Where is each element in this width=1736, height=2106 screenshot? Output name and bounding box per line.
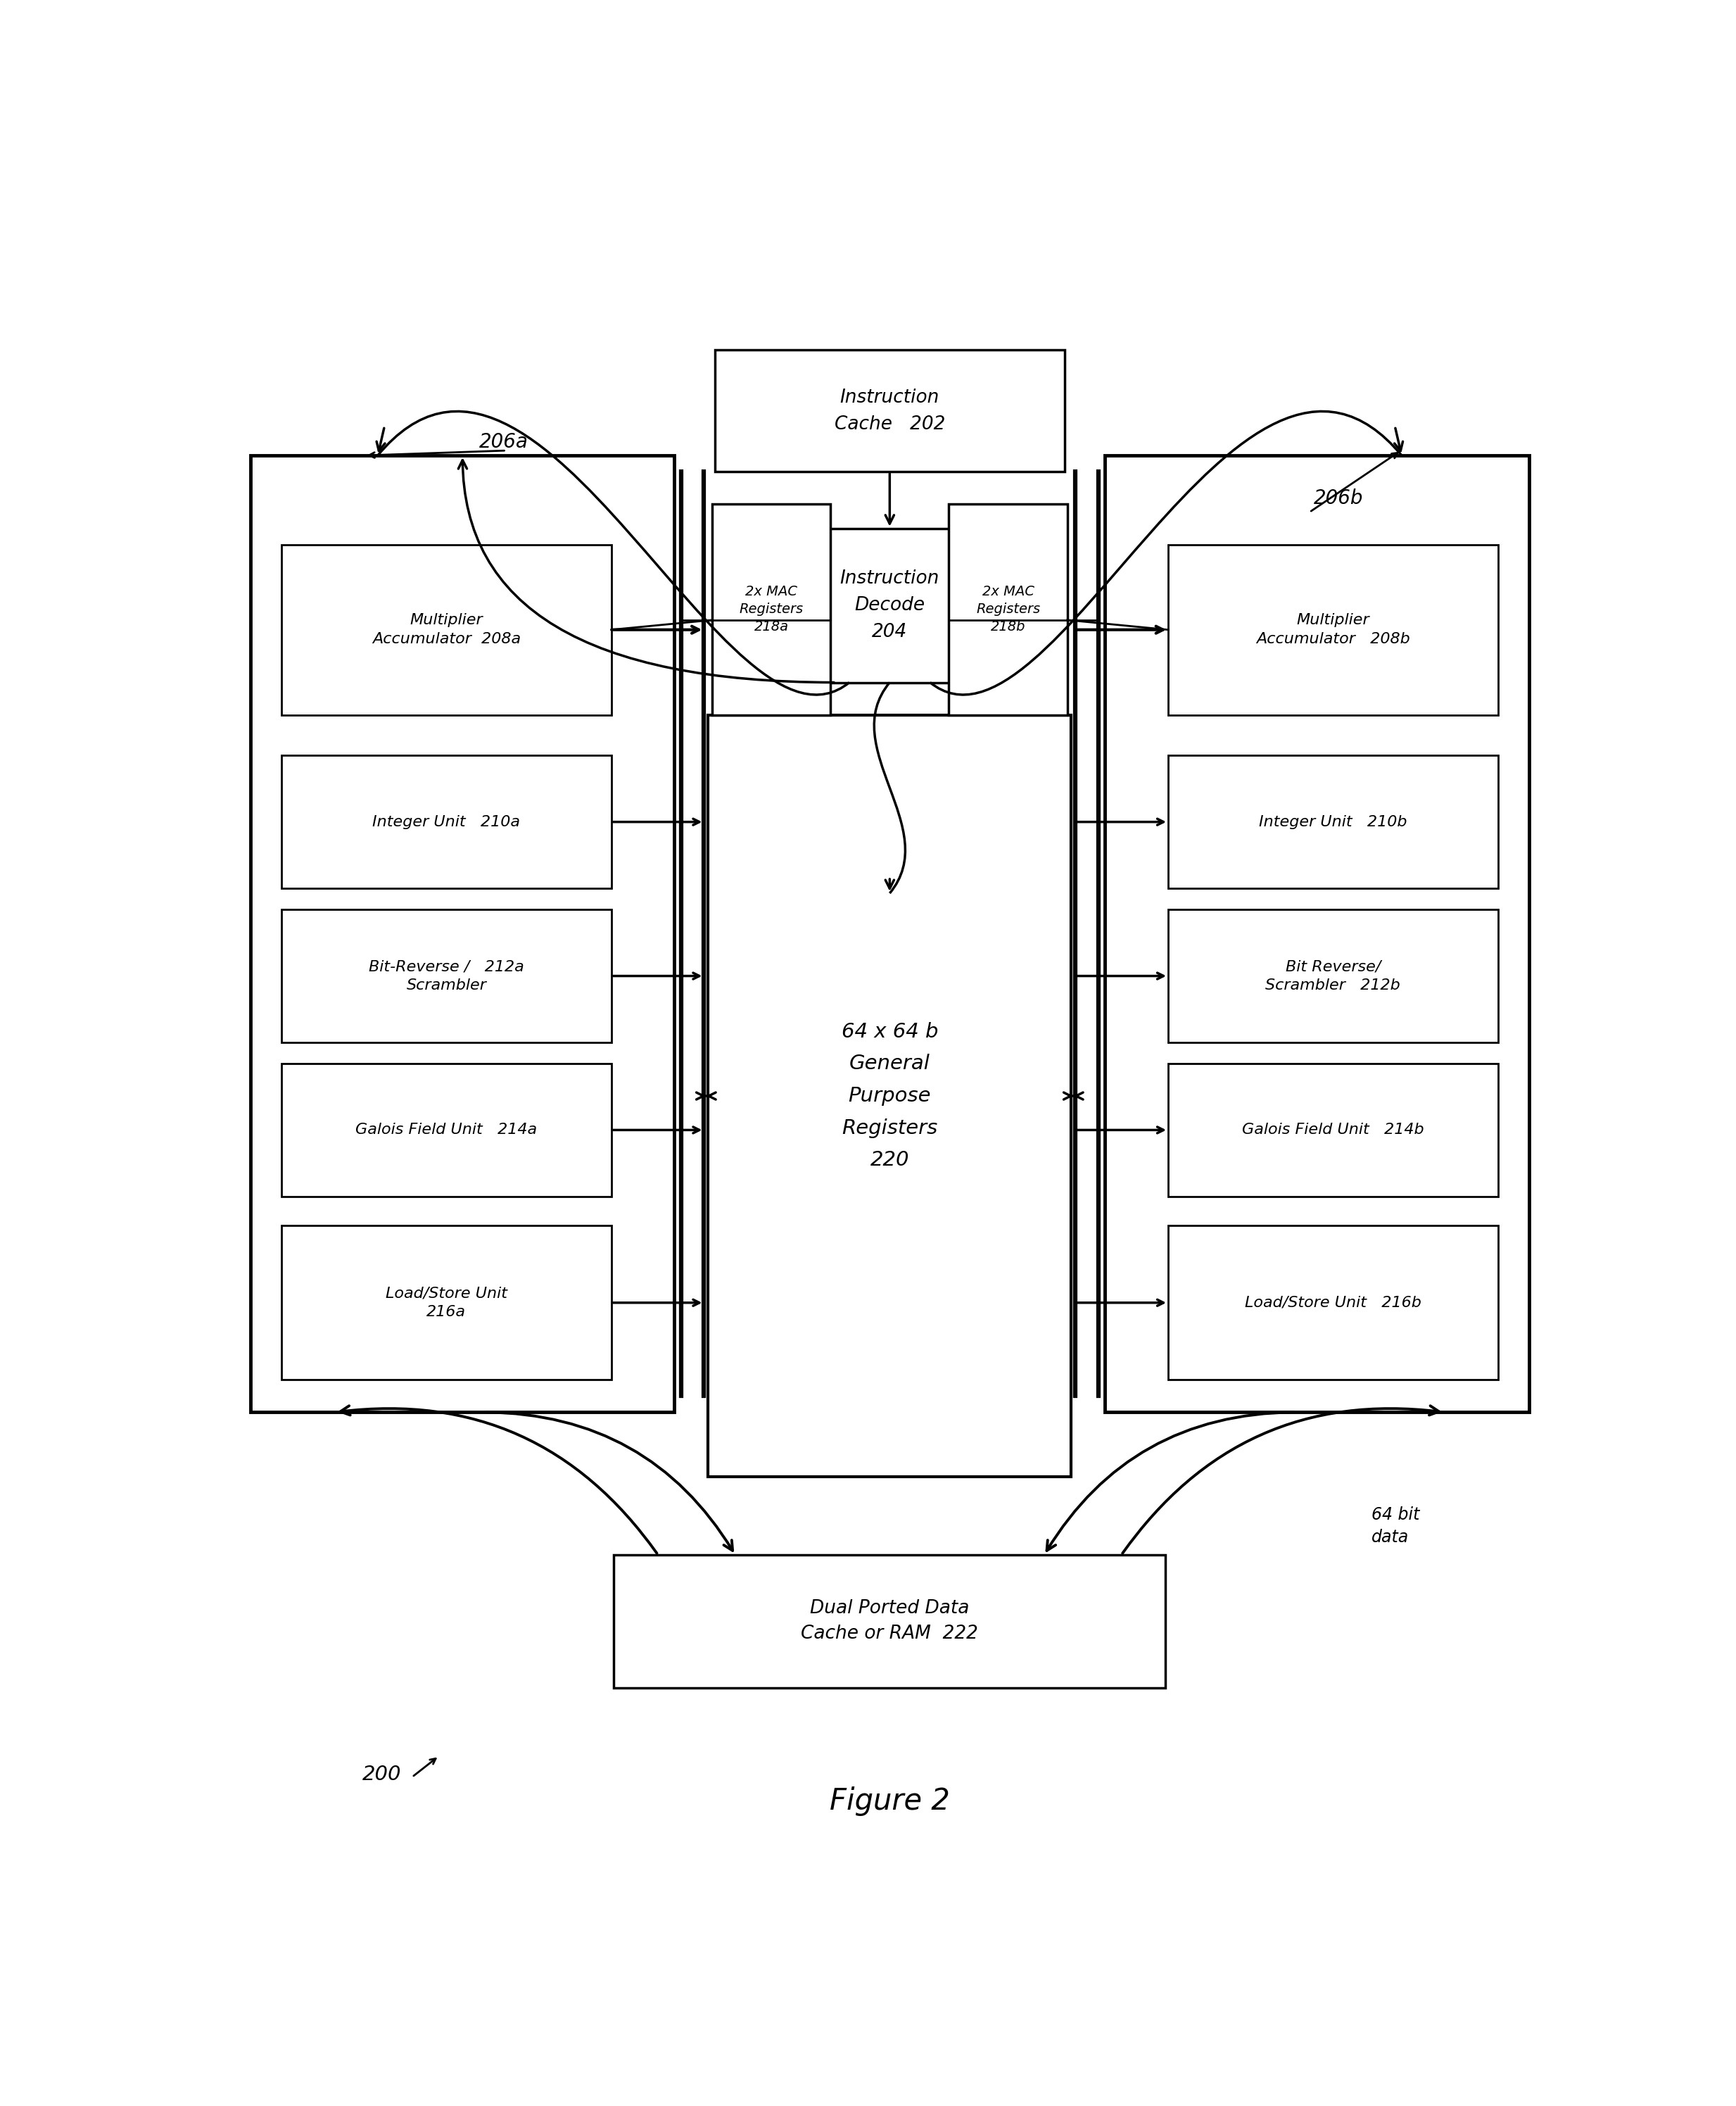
Text: 206b: 206b [1314, 489, 1363, 508]
Bar [1168, 910, 1498, 1042]
Text: Integer Unit   210a: Integer Unit 210a [373, 815, 521, 830]
Bar [712, 503, 830, 714]
Text: 64 bit
data: 64 bit data [1371, 1506, 1420, 1546]
Bar [250, 455, 674, 1413]
Text: Multiplier
Accumulator  208a: Multiplier Accumulator 208a [372, 613, 521, 647]
Bar [1168, 1064, 1498, 1196]
Text: Load/Store Unit   216b: Load/Store Unit 216b [1245, 1295, 1422, 1310]
Text: Load/Store Unit
216a: Load/Store Unit 216a [385, 1287, 507, 1318]
Bar [1106, 455, 1529, 1413]
Bar [281, 1226, 611, 1379]
Text: Figure 2: Figure 2 [830, 1786, 950, 1815]
Text: Integer Unit   210b: Integer Unit 210b [1259, 815, 1408, 830]
Text: Bit Reverse/
Scrambler   212b: Bit Reverse/ Scrambler 212b [1266, 960, 1401, 992]
Bar [281, 1064, 611, 1196]
Text: Instruction
Decode
204: Instruction Decode 204 [840, 569, 939, 642]
Bar [615, 1554, 1165, 1687]
Text: 200: 200 [363, 1765, 401, 1784]
Bar [950, 503, 1068, 714]
Bar [715, 350, 1064, 472]
Bar [1168, 756, 1498, 889]
Text: Galois Field Unit   214a: Galois Field Unit 214a [356, 1122, 536, 1137]
Text: 2x MAC
Registers
218b: 2x MAC Registers 218b [976, 585, 1040, 634]
Text: Galois Field Unit   214b: Galois Field Unit 214b [1241, 1122, 1424, 1137]
Bar [1168, 545, 1498, 714]
Text: 64 x 64 b
General
Purpose
Registers
220: 64 x 64 b General Purpose Registers 220 [842, 1021, 937, 1171]
Bar [281, 756, 611, 889]
Text: Bit-Reverse /   212a
Scrambler: Bit-Reverse / 212a Scrambler [368, 960, 524, 992]
Text: 2x MAC
Registers
218a: 2x MAC Registers 218a [740, 585, 804, 634]
Bar [1168, 1226, 1498, 1379]
Text: Instruction
Cache   202: Instruction Cache 202 [835, 388, 944, 434]
Text: Dual Ported Data
Cache or RAM  222: Dual Ported Data Cache or RAM 222 [800, 1601, 979, 1643]
Bar [281, 910, 611, 1042]
Text: 206a: 206a [479, 432, 528, 451]
Bar [708, 714, 1071, 1476]
Bar [729, 529, 1052, 682]
Text: Multiplier
Accumulator   208b: Multiplier Accumulator 208b [1257, 613, 1410, 647]
Bar [281, 545, 611, 714]
